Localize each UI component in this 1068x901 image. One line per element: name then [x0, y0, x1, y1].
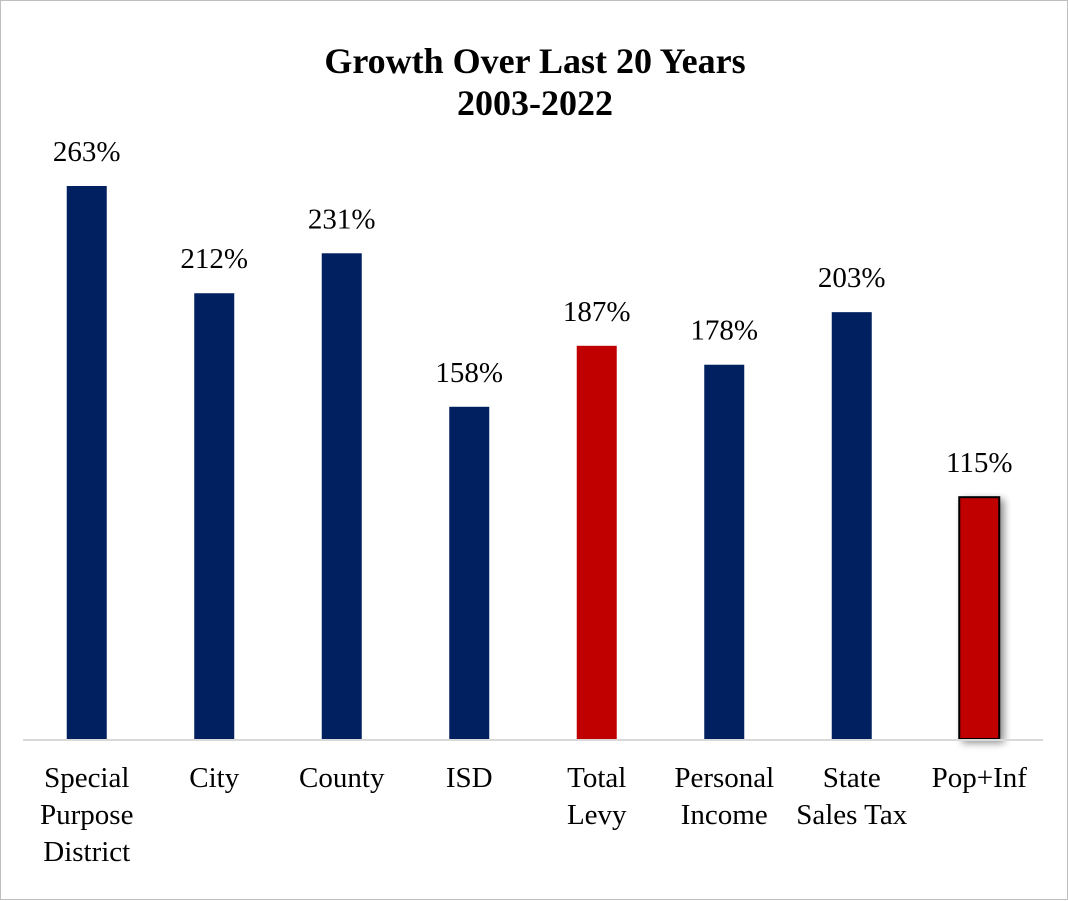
category-label-personal-income: Personal Income [674, 762, 774, 831]
bar-personal-income [704, 364, 745, 739]
value-label-personal-income: 178% [690, 315, 758, 347]
bar-state-sales-tax [831, 312, 872, 739]
category-labels: Special Purpose District City County ISD Total… [40, 762, 1027, 868]
value-labels: 263% 212% 231% 158% 187% 178% 203% 115% [53, 136, 1013, 479]
value-label-pop-inf: 115% [946, 447, 1013, 479]
bar-isd [449, 406, 490, 739]
category-label-special-purpose-district: Special Purpose District [40, 762, 133, 868]
value-label-state-sales-tax: 203% [818, 262, 886, 294]
category-label-city: City [189, 762, 239, 794]
category-label-isd: ISD [446, 762, 493, 794]
chart-title-line-2: 2003-2022 [457, 83, 613, 123]
chart-title-line-1: Growth Over Last 20 Years [324, 41, 745, 81]
value-label-special-purpose-district: 263% [53, 136, 121, 168]
value-label-total-levy: 187% [563, 296, 631, 328]
bar-city [194, 293, 235, 739]
category-label-total-levy: Total Levy [567, 762, 627, 831]
value-label-city: 212% [180, 243, 248, 275]
bar-county [321, 253, 362, 740]
value-label-county: 231% [308, 203, 376, 235]
bar-pop-inf [958, 496, 1001, 740]
bars [66, 186, 1001, 740]
category-label-pop-inf: Pop+Inf [932, 762, 1028, 794]
bar-total-levy [576, 345, 617, 739]
bar-special-purpose-district [66, 186, 107, 739]
category-label-state-sales-tax: State Sales Tax [796, 762, 908, 831]
value-label-isd: 158% [435, 357, 503, 389]
category-label-county: County [299, 762, 385, 794]
